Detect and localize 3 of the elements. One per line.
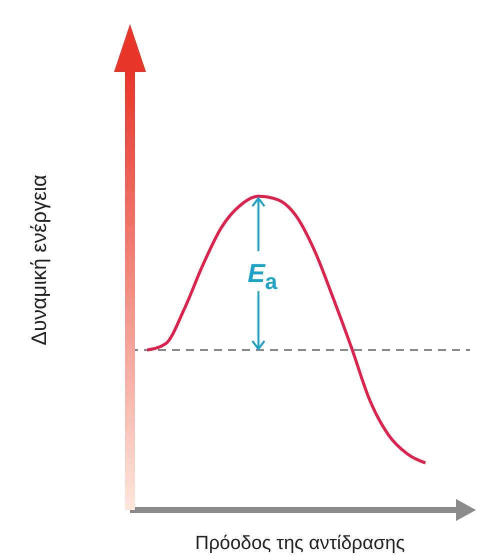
x-axis-title: Πρόοδος της αντίδρασης — [195, 533, 405, 554]
annotation: E$_{a}$ — [248, 258, 278, 294]
y-axis-title: Δυναμική ενέργεια — [28, 174, 51, 346]
